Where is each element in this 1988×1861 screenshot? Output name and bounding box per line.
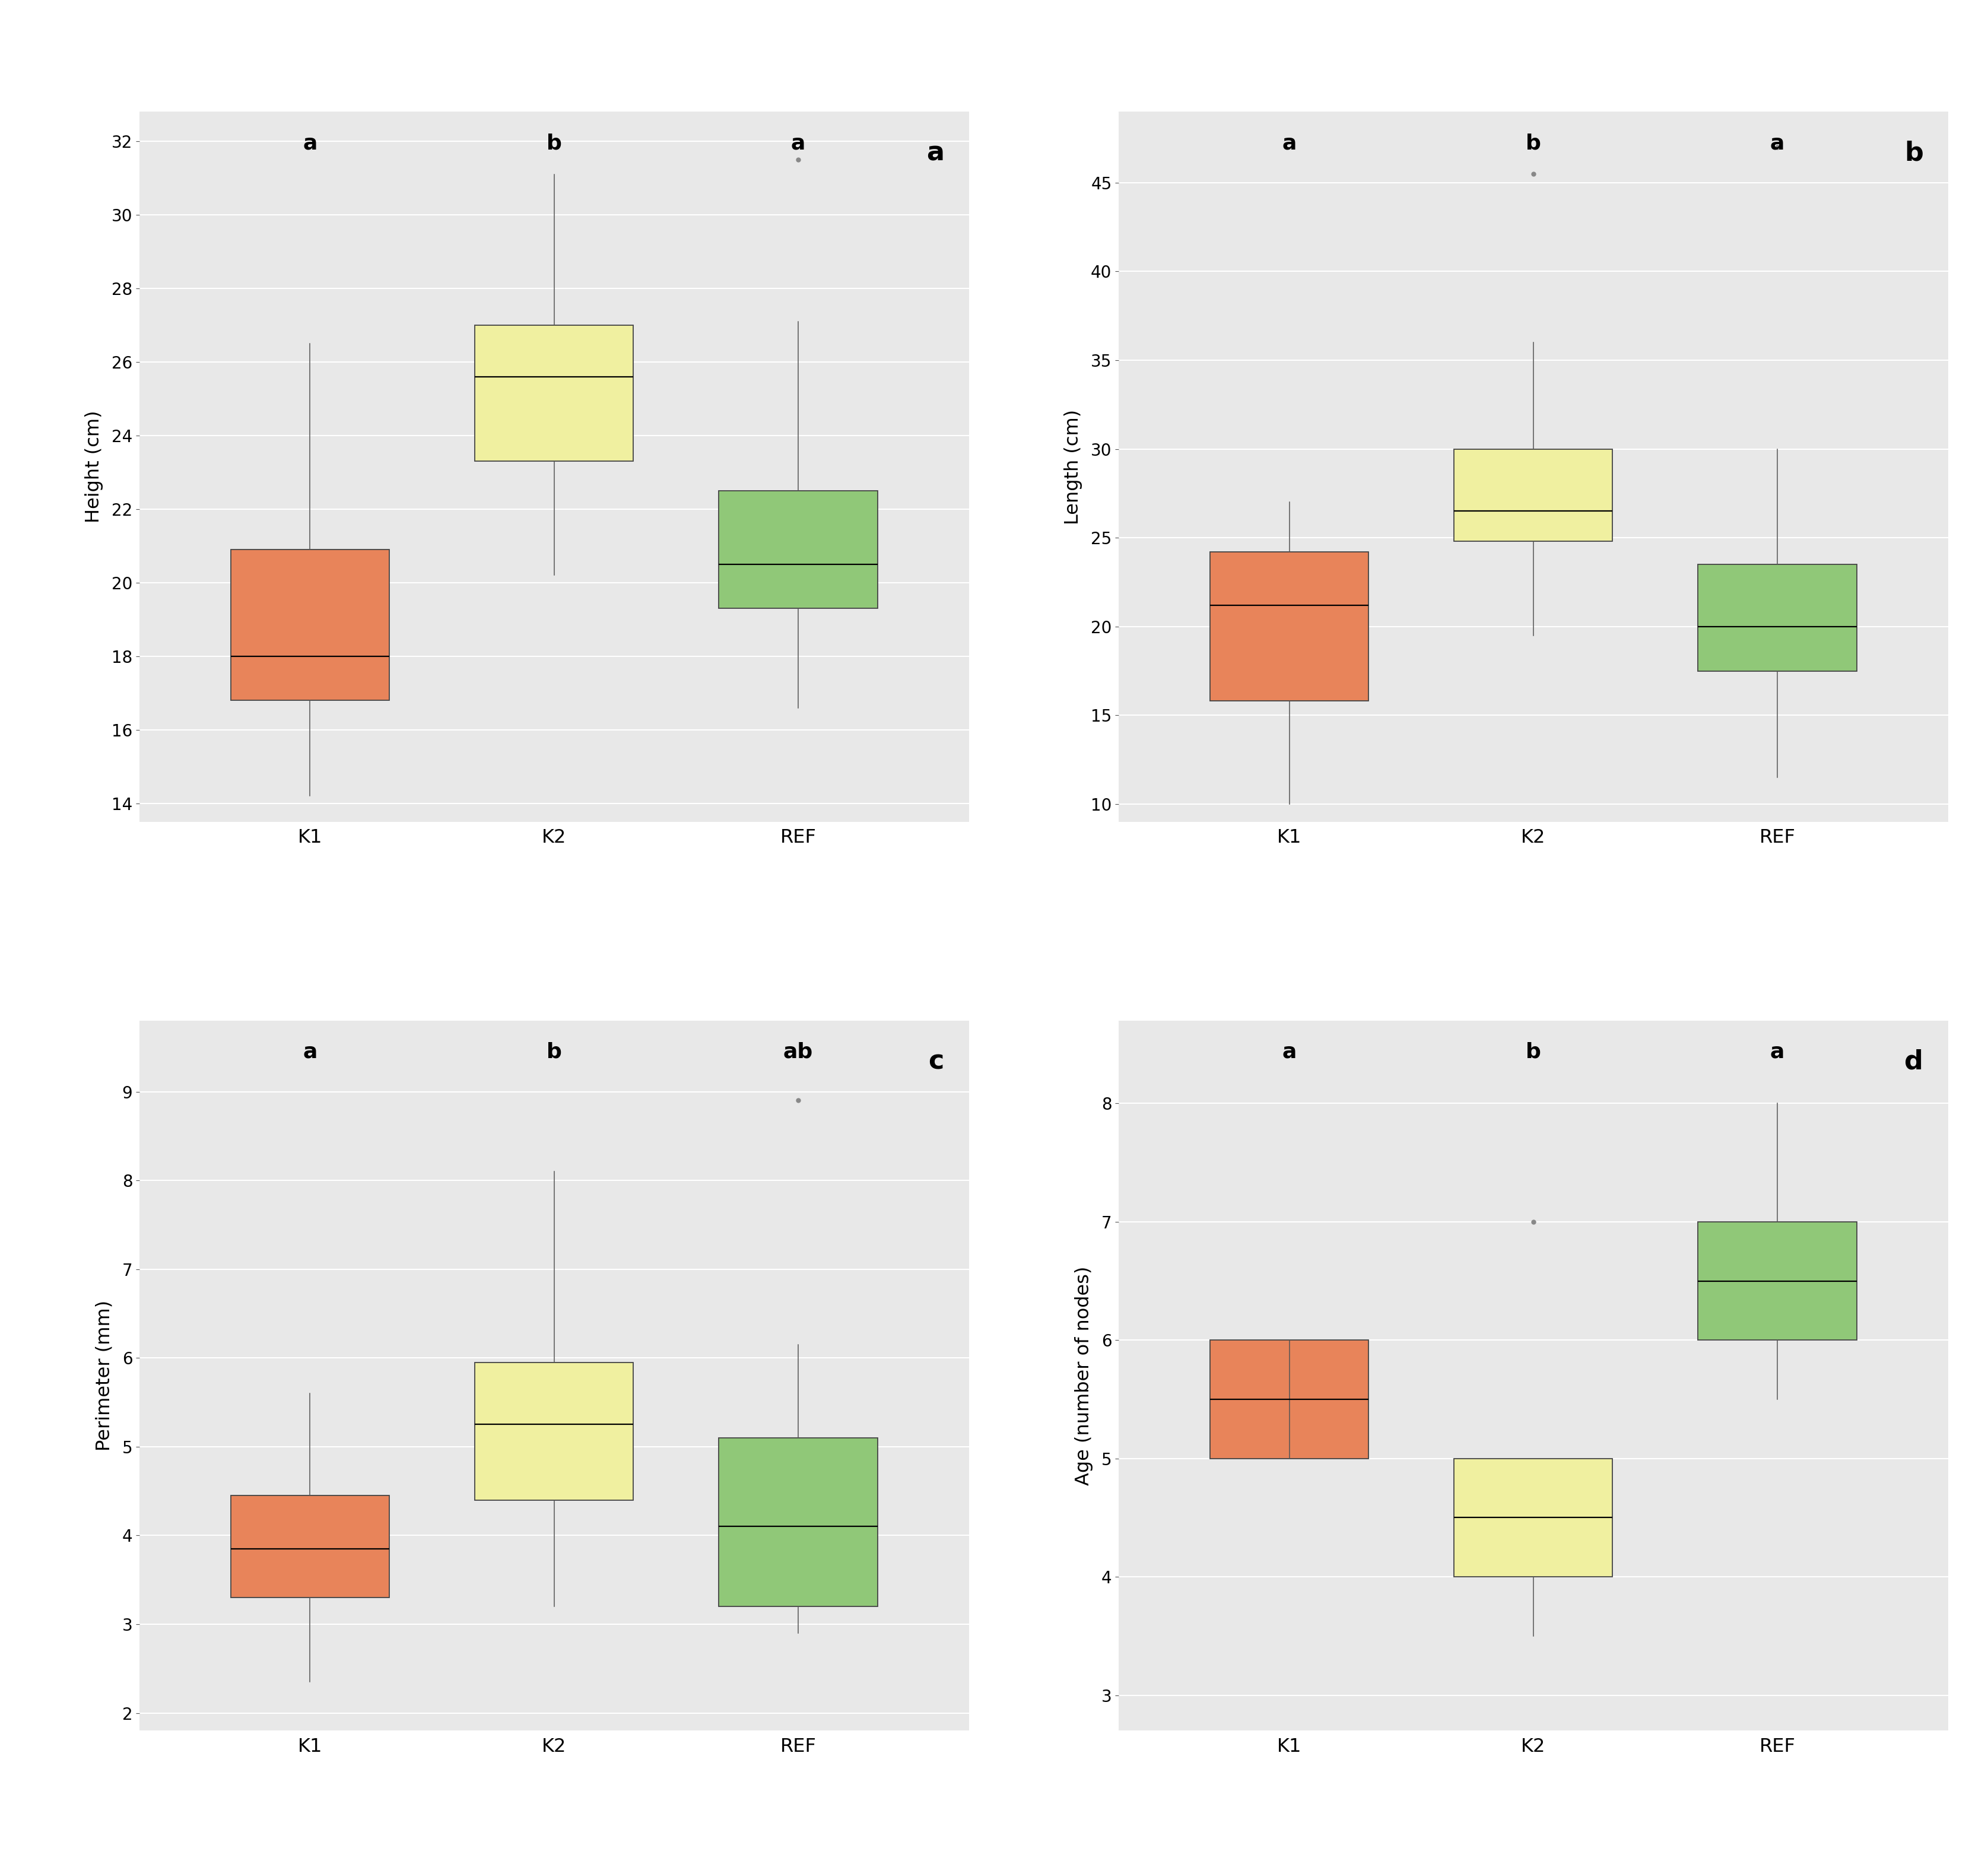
Text: a: a	[302, 1042, 318, 1063]
PathPatch shape	[1211, 553, 1368, 702]
Text: d: d	[1905, 1050, 1922, 1074]
PathPatch shape	[1698, 564, 1857, 670]
Text: c: c	[928, 1050, 944, 1074]
Text: b: b	[1525, 132, 1541, 153]
Text: b: b	[1525, 1042, 1541, 1063]
Text: a: a	[1282, 132, 1296, 153]
PathPatch shape	[1211, 1340, 1368, 1459]
Text: a: a	[1769, 132, 1785, 153]
PathPatch shape	[231, 549, 390, 700]
Text: a: a	[302, 132, 318, 153]
PathPatch shape	[1453, 1459, 1612, 1576]
Text: a: a	[1769, 1042, 1785, 1063]
Y-axis label: Perimeter (mm): Perimeter (mm)	[95, 1301, 113, 1452]
PathPatch shape	[1698, 1223, 1857, 1340]
Text: b: b	[547, 132, 563, 153]
PathPatch shape	[231, 1496, 390, 1597]
PathPatch shape	[720, 491, 877, 609]
Text: b: b	[547, 1042, 563, 1063]
Y-axis label: Length (cm): Length (cm)	[1064, 409, 1083, 525]
Text: ab: ab	[783, 1042, 813, 1063]
Y-axis label: Height (cm): Height (cm)	[85, 411, 103, 523]
Text: b: b	[1905, 140, 1922, 166]
Text: a: a	[791, 132, 805, 153]
Text: a: a	[926, 140, 944, 166]
PathPatch shape	[475, 326, 634, 462]
Text: a: a	[1282, 1042, 1296, 1063]
Y-axis label: Age (number of nodes): Age (number of nodes)	[1076, 1265, 1093, 1485]
PathPatch shape	[475, 1362, 634, 1500]
PathPatch shape	[1453, 449, 1612, 542]
PathPatch shape	[720, 1439, 877, 1606]
